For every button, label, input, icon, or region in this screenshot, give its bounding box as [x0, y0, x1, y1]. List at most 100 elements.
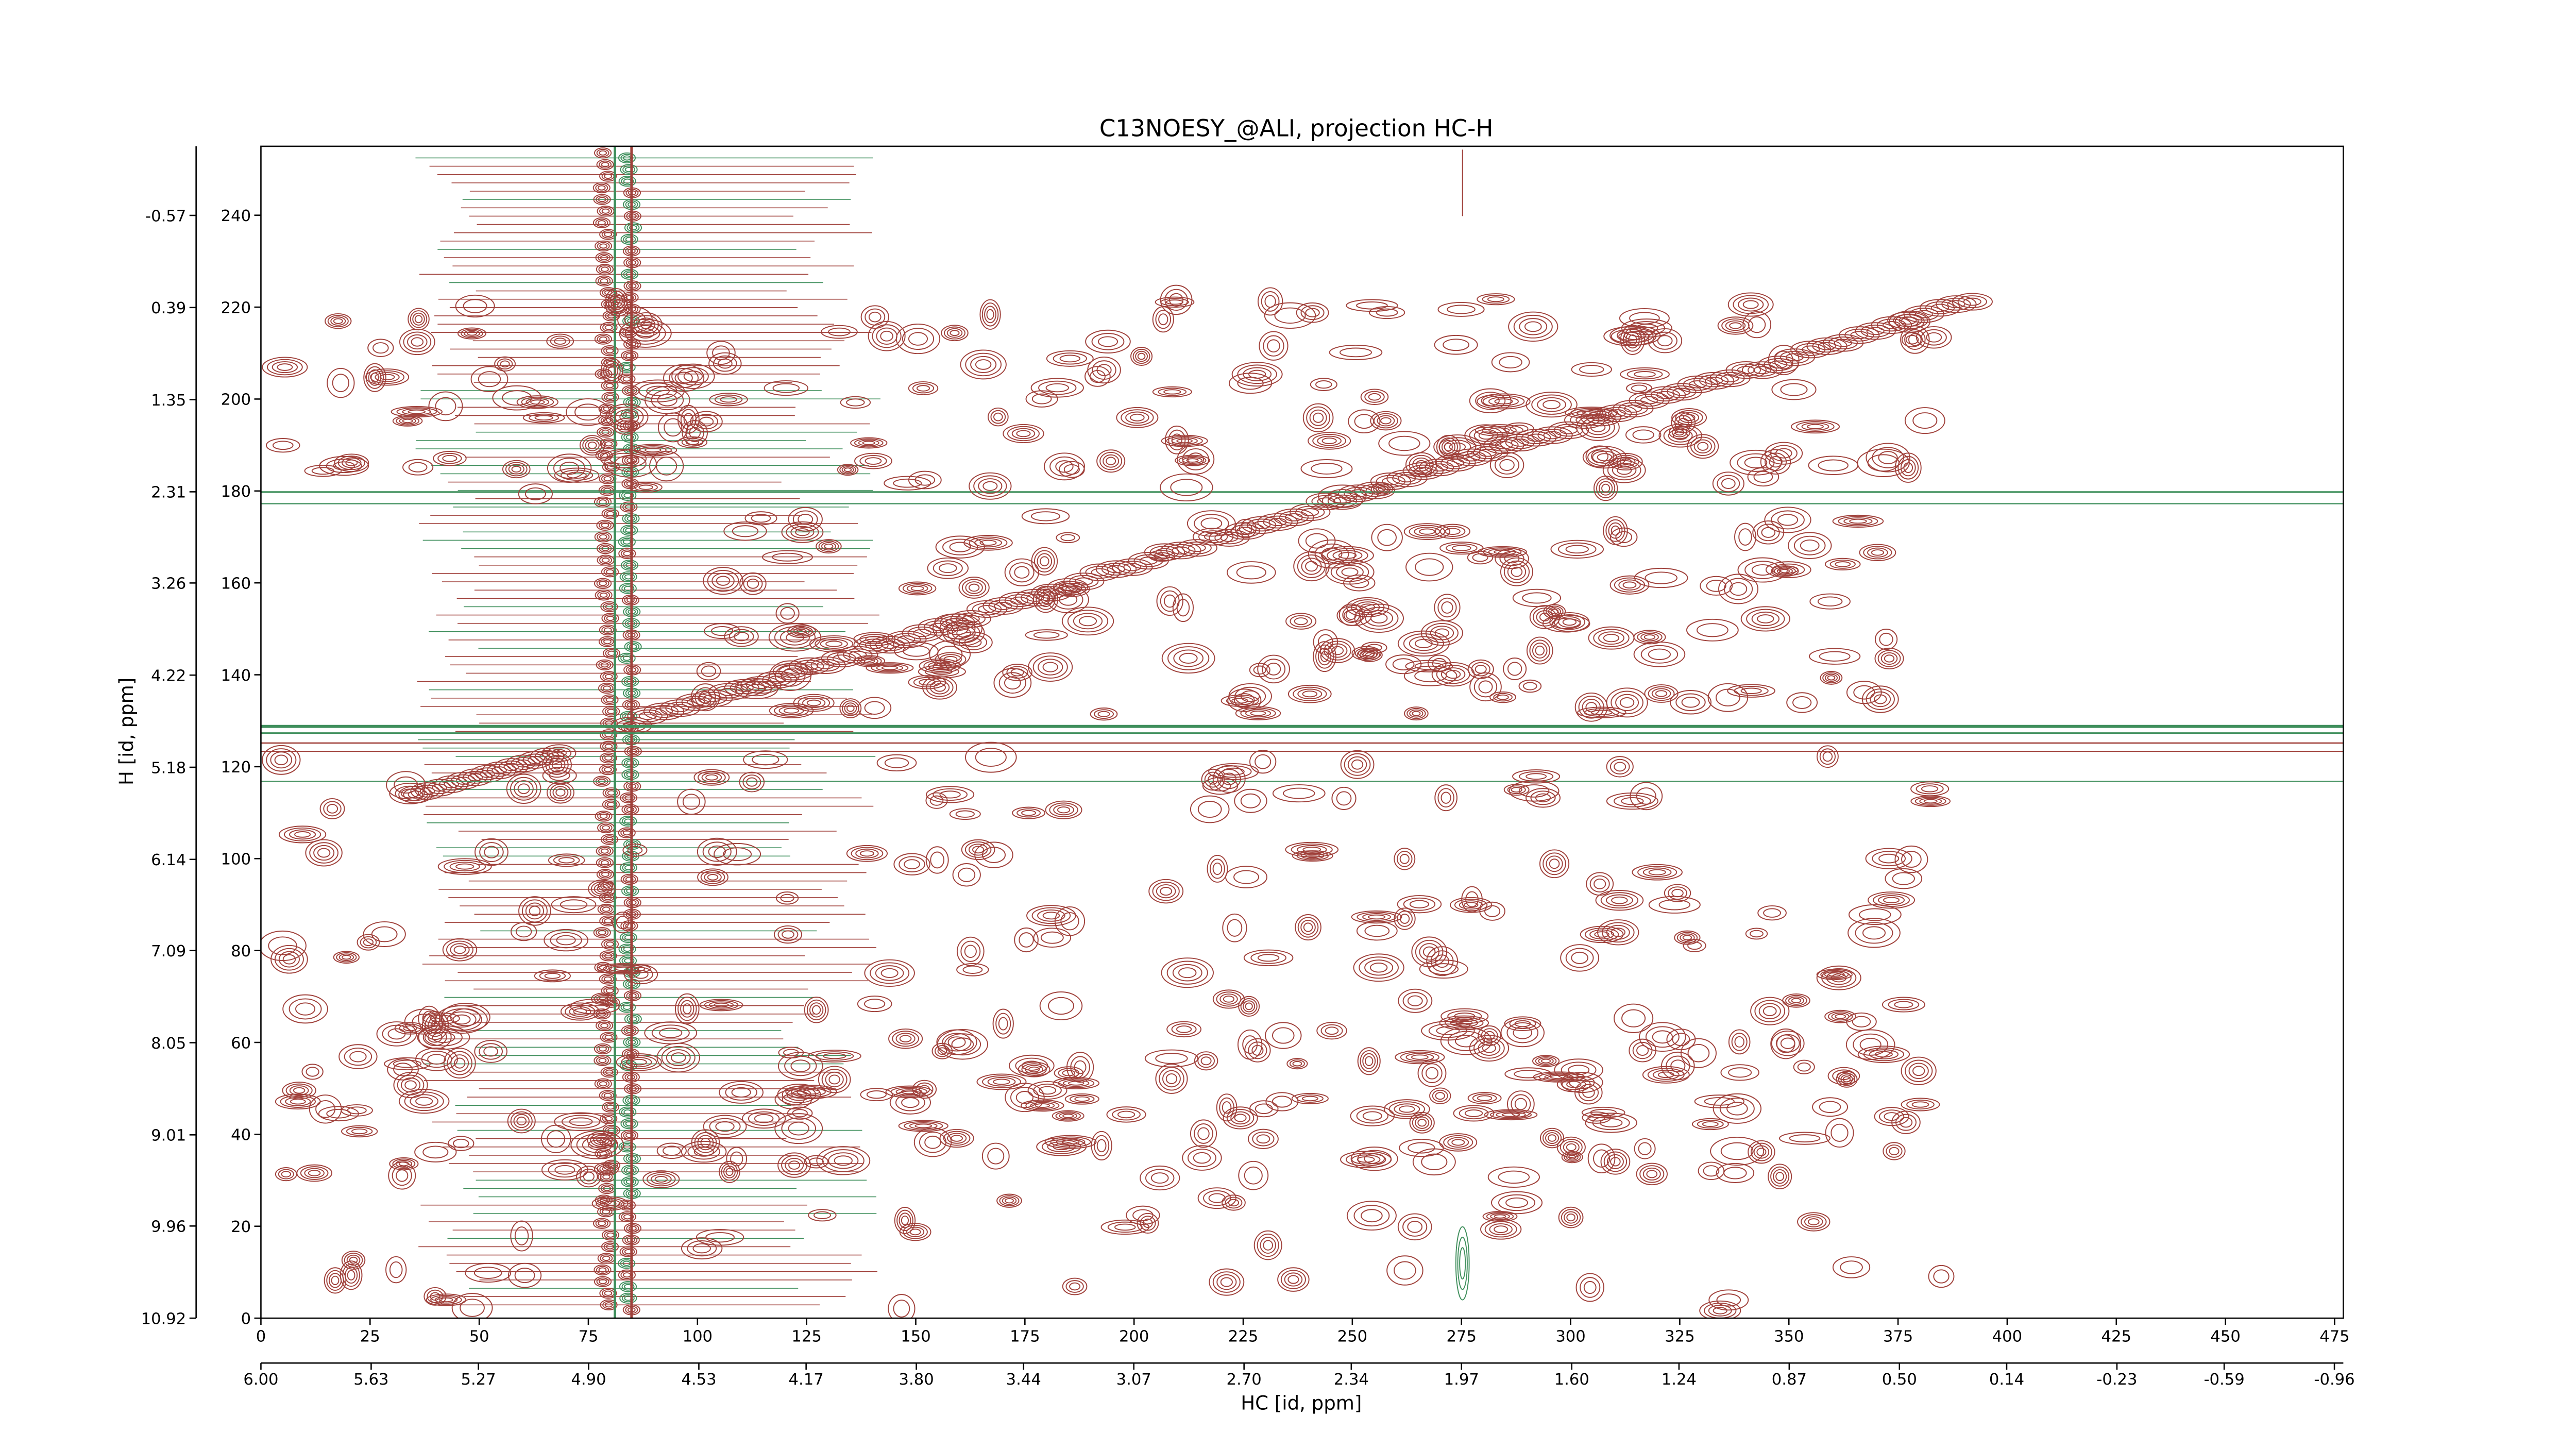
contour: [1343, 609, 1365, 622]
contour: [1097, 336, 1118, 347]
contour: [1450, 897, 1493, 913]
contour: [1477, 393, 1531, 410]
contour: [618, 362, 636, 373]
contour: [1469, 388, 1512, 414]
contour: [621, 945, 634, 953]
contour: [598, 1221, 606, 1226]
contour: [1914, 797, 1946, 806]
contour: [1219, 993, 1238, 1005]
contour: [1738, 297, 1764, 312]
contour: [1595, 890, 1644, 911]
x2-tick-label: 4.17: [789, 1371, 824, 1389]
contour: [982, 1075, 1021, 1088]
contour: [1874, 694, 1887, 704]
contour: [1420, 620, 1463, 646]
contour: [435, 397, 456, 416]
contour: [402, 408, 432, 415]
contour: [993, 668, 1032, 698]
contour: [1207, 854, 1228, 883]
contour: [946, 328, 963, 338]
contour: [1824, 1009, 1857, 1023]
contour: [346, 1254, 361, 1266]
contour: [978, 605, 996, 613]
contour: [497, 358, 513, 370]
contour: [601, 566, 619, 578]
contour: [1808, 456, 1859, 475]
contour: [902, 328, 935, 350]
contour: [554, 1165, 575, 1175]
contour: [1908, 333, 1922, 346]
contour: [895, 1093, 925, 1111]
contour: [601, 208, 610, 214]
contour: [285, 1097, 311, 1106]
contour: [1610, 527, 1638, 547]
contour: [1763, 908, 1781, 918]
contour: [601, 546, 609, 551]
contour: [1606, 1154, 1624, 1169]
contour: [1793, 1059, 1815, 1074]
contour: [626, 1015, 640, 1023]
contour: [1503, 658, 1527, 680]
x2-tick-label: 0.87: [1772, 1371, 1807, 1389]
contour: [599, 160, 612, 169]
contour: [1447, 1010, 1482, 1022]
contour: [1669, 690, 1711, 715]
contour: [1272, 1096, 1292, 1108]
contour: [327, 367, 355, 398]
contour: [1764, 507, 1811, 533]
contour: [772, 552, 803, 562]
contour: [1438, 437, 1477, 457]
contour: [596, 579, 609, 588]
contour: [1507, 662, 1522, 676]
contour: [1237, 364, 1277, 384]
contour: [1266, 662, 1281, 676]
contour: [780, 606, 795, 620]
contour: [460, 328, 483, 339]
contour: [1155, 1064, 1188, 1094]
contour: [342, 954, 351, 960]
contour: [500, 360, 510, 368]
contour: [514, 1268, 535, 1284]
contour: [455, 863, 474, 870]
contour: [1516, 429, 1557, 447]
contour: [1467, 659, 1494, 679]
contour: [616, 1053, 662, 1071]
contour: [790, 1059, 811, 1072]
contour: [1846, 1012, 1877, 1031]
contour: [529, 905, 541, 917]
y-tick-label: 240: [221, 207, 251, 225]
contour: [1313, 412, 1324, 423]
contour: [1298, 528, 1336, 553]
contour: [742, 1108, 786, 1129]
contour: [1475, 665, 1487, 674]
contour: [1190, 1119, 1217, 1148]
contour: [1493, 693, 1513, 702]
contour: [1140, 1216, 1156, 1231]
contour: [1158, 313, 1168, 326]
contour: [308, 1170, 321, 1176]
contour: [1911, 1101, 1929, 1108]
contour: [548, 757, 566, 772]
contour: [605, 697, 614, 703]
contour: [1354, 414, 1375, 429]
contour: [1706, 580, 1726, 592]
contour: [802, 697, 826, 709]
contour: [598, 858, 612, 867]
contour: [593, 194, 611, 205]
contour: [777, 1084, 821, 1106]
contour: [884, 476, 931, 491]
contour: [1297, 917, 1319, 938]
contour: [1283, 787, 1315, 799]
contour: [788, 1160, 801, 1170]
contour: [1402, 1217, 1428, 1237]
contour: [1867, 547, 1888, 558]
contour: [859, 850, 874, 857]
contour: [1824, 558, 1861, 570]
contour: [1691, 1118, 1729, 1131]
contour: [450, 943, 470, 957]
contour: [1600, 892, 1639, 909]
contour: [1792, 696, 1812, 709]
contour: [470, 765, 505, 783]
contour: [978, 478, 1003, 494]
contour: [716, 576, 731, 586]
